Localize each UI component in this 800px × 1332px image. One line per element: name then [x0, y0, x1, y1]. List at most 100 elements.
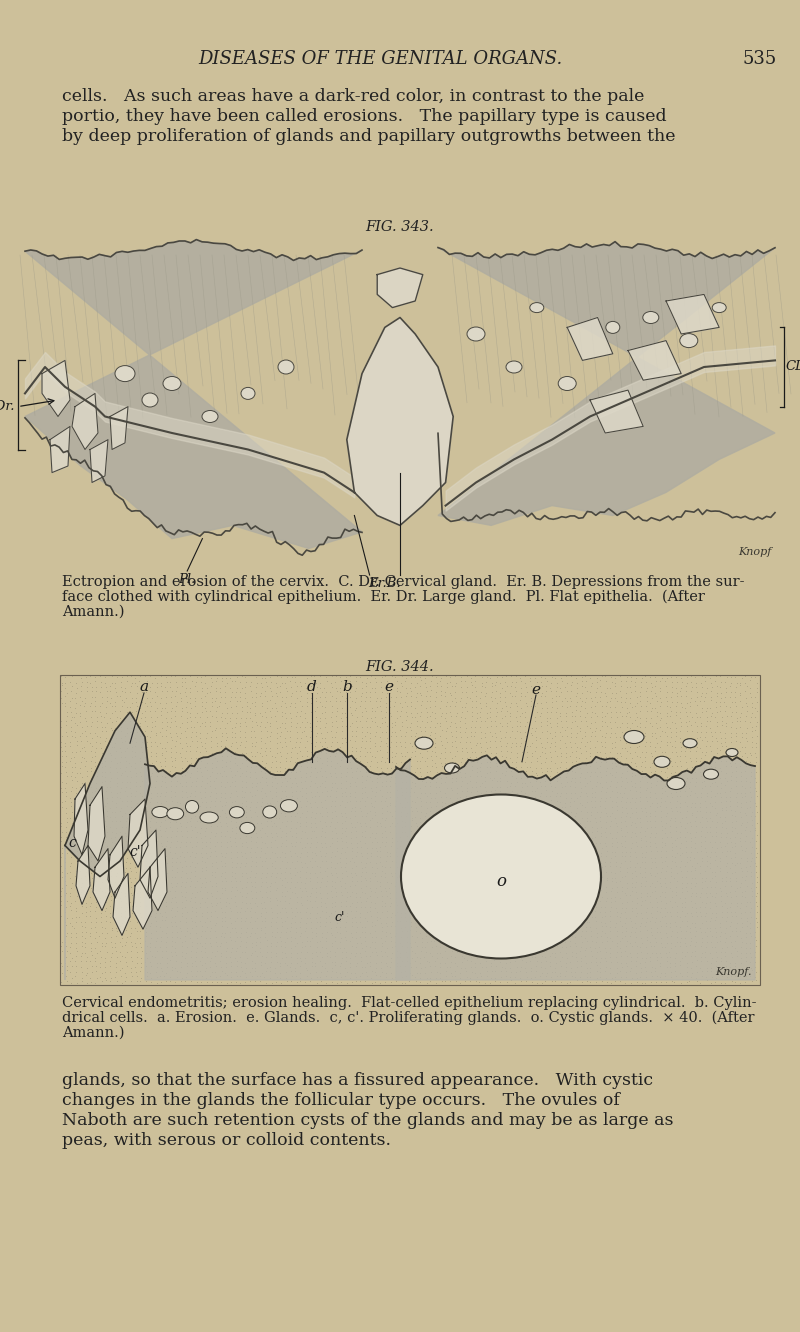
Point [258, 898, 271, 919]
Point [494, 753, 506, 774]
Point [196, 860, 209, 882]
Point [224, 741, 237, 762]
Point [125, 810, 138, 831]
Point [599, 821, 612, 842]
Point [284, 811, 297, 832]
Point [719, 927, 732, 948]
Ellipse shape [262, 806, 277, 818]
Point [121, 875, 134, 896]
Point [254, 840, 267, 862]
Point [556, 856, 569, 878]
Point [214, 932, 227, 954]
Point [335, 773, 348, 794]
Point [574, 956, 587, 978]
Point [248, 923, 261, 944]
Point [590, 747, 602, 769]
Point [624, 779, 637, 801]
Point [356, 706, 369, 727]
Point [286, 966, 298, 987]
Point [738, 777, 751, 798]
Point [510, 795, 523, 817]
Point [260, 872, 273, 894]
Point [584, 951, 597, 972]
Point [285, 790, 298, 811]
Point [570, 695, 582, 717]
Point [90, 855, 102, 876]
Point [463, 940, 476, 962]
Point [295, 771, 308, 793]
Point [615, 876, 628, 898]
Point [659, 813, 672, 834]
Point [348, 786, 361, 807]
Point [345, 690, 358, 711]
Point [554, 930, 566, 951]
Point [179, 890, 192, 911]
Point [665, 798, 678, 819]
Point [680, 813, 693, 834]
Point [229, 790, 242, 811]
Point [505, 761, 518, 782]
Point [604, 722, 617, 743]
Point [249, 940, 262, 962]
Point [171, 797, 184, 818]
Point [85, 818, 98, 839]
Point [166, 755, 178, 777]
Point [419, 842, 432, 863]
Point [374, 687, 387, 709]
Point [258, 916, 271, 938]
Point [530, 718, 542, 739]
Point [121, 955, 134, 976]
Point [636, 932, 649, 954]
Point [283, 798, 296, 819]
Point [491, 944, 504, 966]
Point [258, 757, 271, 778]
Point [450, 673, 462, 694]
Point [194, 822, 206, 843]
Point [209, 962, 222, 983]
Point [540, 793, 553, 814]
Point [320, 713, 333, 734]
Point [630, 826, 642, 847]
Point [578, 856, 591, 878]
Point [510, 701, 523, 722]
Point [306, 847, 318, 868]
Point [284, 840, 297, 862]
Point [736, 860, 749, 882]
Point [434, 698, 446, 719]
Point [488, 967, 501, 988]
Point [561, 892, 574, 914]
Point [455, 924, 468, 946]
Point [719, 695, 732, 717]
Point [264, 967, 277, 988]
Point [354, 695, 366, 717]
Point [438, 747, 451, 769]
Point [319, 927, 332, 948]
Point [190, 702, 203, 723]
Point [630, 846, 642, 867]
Point [565, 826, 578, 847]
Point [460, 785, 473, 806]
Point [249, 817, 262, 838]
Point [140, 942, 153, 963]
Point [330, 742, 342, 763]
Point [586, 906, 598, 927]
Point [188, 817, 201, 838]
Point [250, 863, 262, 884]
Point [334, 927, 347, 948]
Point [316, 702, 329, 723]
Point [610, 902, 623, 923]
Point [693, 972, 706, 994]
Point [515, 840, 528, 862]
Point [370, 846, 383, 867]
Point [594, 686, 607, 707]
Point [440, 923, 453, 944]
Point [736, 775, 749, 797]
Point [94, 850, 106, 871]
Point [410, 847, 423, 868]
Point [376, 771, 389, 793]
Point [83, 821, 96, 842]
Text: Cervical endometritis; erosion healing.  Flat-celled epithelium replacing cylind: Cervical endometritis; erosion healing. … [62, 996, 757, 1010]
Point [324, 707, 337, 729]
Point [300, 912, 313, 934]
Point [730, 767, 742, 789]
